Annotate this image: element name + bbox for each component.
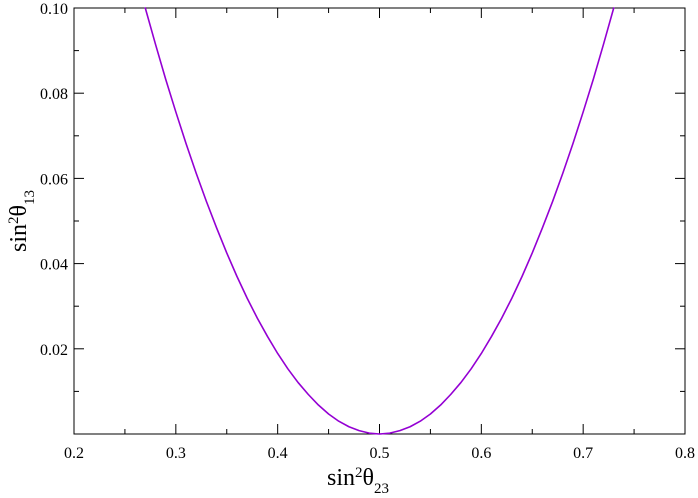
x-tick-label: 0.8 (675, 445, 695, 462)
y-tick-label: 0.04 (40, 257, 68, 274)
x-axis-label-sub: 23 (374, 481, 389, 493)
x-axis-label-symbol: θ (363, 465, 375, 491)
x-tick-label: 0.6 (471, 445, 491, 462)
y-axis-label-sub: 13 (22, 190, 38, 205)
y-tick-label: 0.06 (40, 171, 68, 188)
series-line-0 (144, 7, 615, 435)
x-tick-label: 0.4 (268, 445, 288, 462)
y-tick-label: 0.10 (40, 1, 68, 18)
x-axis-label: sin2θ23 (327, 465, 389, 493)
y-ticks: 0.02 0.04 0.06 0.08 0.10 (40, 1, 685, 392)
y-tick-label: 0.02 (40, 342, 68, 359)
y-tick-label: 0.08 (40, 86, 68, 103)
x-tick-label: 0.7 (573, 445, 593, 462)
series-layer (144, 7, 615, 435)
y-axis-label: sin2θ13 (6, 190, 38, 252)
x-tick-label: 0.3 (166, 445, 186, 462)
x-tick-label: 0.5 (370, 445, 390, 462)
x-axis-label-base: sin (327, 465, 355, 491)
x-axis-label-sup: 2 (355, 465, 363, 481)
y-axis-label-sup: 2 (6, 216, 22, 224)
y-axis-label-base: sin (6, 224, 32, 252)
plot-frame (73, 7, 686, 435)
y-axis-label-symbol: θ (6, 205, 32, 217)
x-ticks: 0.2 0.3 0.4 0.5 0.6 0.7 0.8 (64, 8, 695, 462)
x-tick-label: 0.2 (64, 445, 84, 462)
